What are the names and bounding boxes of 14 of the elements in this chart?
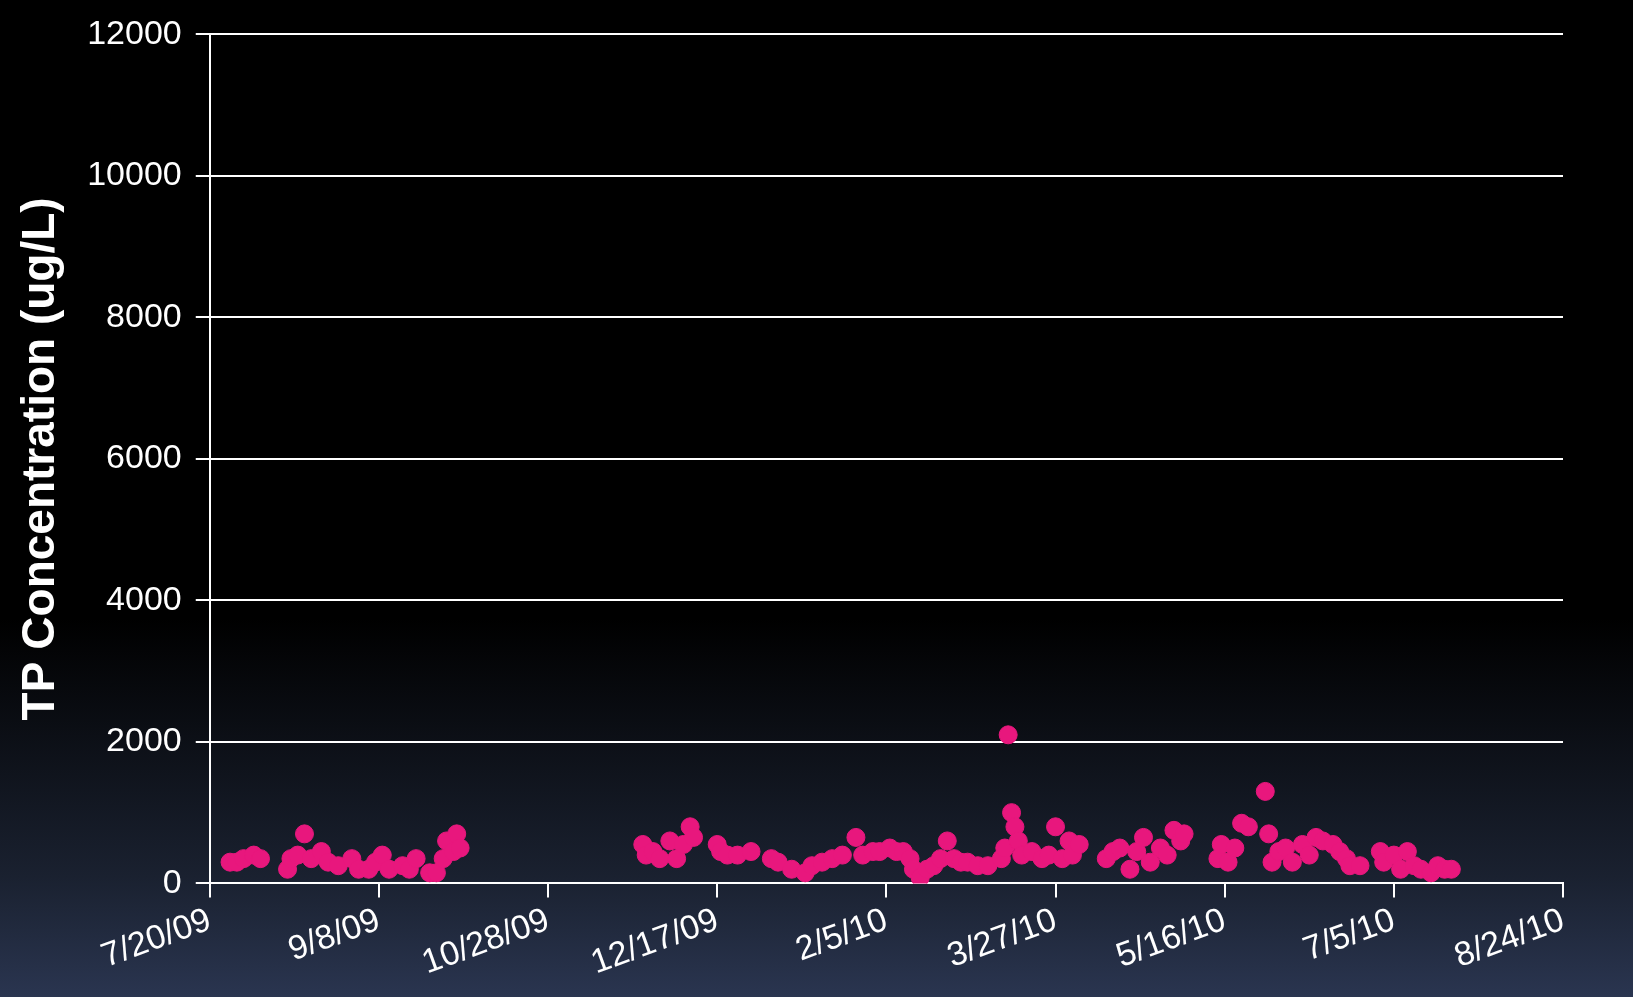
x-tick-label: 2/5/10 bbox=[790, 899, 892, 968]
y-tick-label: 8000 bbox=[106, 295, 182, 334]
y-tick-label: 6000 bbox=[106, 437, 182, 476]
x-tick-label: 8/24/10 bbox=[1448, 899, 1569, 974]
y-tick-label: 2000 bbox=[106, 720, 182, 759]
y-tick-label: 12000 bbox=[87, 12, 182, 51]
x-tick-label: 7/20/09 bbox=[95, 899, 216, 974]
x-tick-label: 7/5/10 bbox=[1297, 899, 1400, 968]
y-axis-title: TP Concentration (ug/L) bbox=[12, 197, 65, 721]
x-tick-label: 9/8/09 bbox=[282, 899, 385, 968]
y-tick-label: 10000 bbox=[87, 154, 182, 193]
y-tick-label: 0 bbox=[162, 861, 182, 900]
y-tick-label: 4000 bbox=[106, 578, 182, 617]
x-tick-label: 3/27/10 bbox=[941, 899, 1062, 974]
